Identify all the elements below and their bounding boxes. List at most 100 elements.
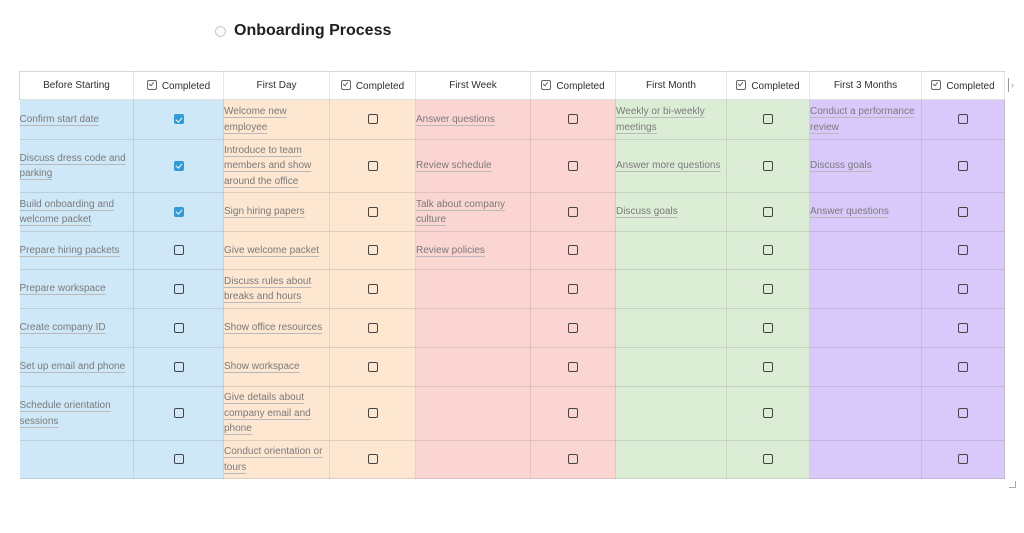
completed-checkbox[interactable]: [173, 206, 184, 217]
task-cell-first-week[interactable]: Answer questions: [415, 99, 531, 140]
completed-checkbox[interactable]: [367, 408, 378, 419]
completed-checkbox[interactable]: [173, 322, 184, 333]
task-cell-first-day[interactable]: Conduct orientation or tours: [223, 440, 330, 479]
task-cell-before-starting[interactable]: Prepare workspace: [19, 269, 134, 309]
completed-checkbox[interactable]: [173, 408, 184, 419]
completed-checkbox[interactable]: [763, 283, 773, 294]
completed-checkbox[interactable]: [958, 245, 968, 256]
completed-checkbox[interactable]: [763, 454, 773, 465]
task-cell-first-day[interactable]: Welcome new employee: [223, 99, 330, 140]
task-cell-first-week[interactable]: Talk about company culture: [415, 192, 531, 232]
completed-checkbox[interactable]: [958, 454, 968, 465]
resize-grip-icon[interactable]: [1009, 481, 1016, 488]
task-cell-first-month[interactable]: [615, 231, 727, 270]
completed-checkbox[interactable]: [367, 283, 378, 294]
completed-checkbox[interactable]: [763, 322, 773, 333]
completed-checkbox[interactable]: [367, 245, 378, 256]
col-header-first-week[interactable]: First Week: [415, 71, 531, 100]
completed-checkbox[interactable]: [173, 245, 184, 256]
completed-checkbox[interactable]: [568, 245, 578, 256]
task-cell-first-week[interactable]: [415, 308, 531, 348]
completed-checkbox[interactable]: [568, 283, 578, 294]
completed-checkbox[interactable]: [173, 160, 184, 171]
task-cell-first-month[interactable]: Weekly or bi-weekly meetings: [615, 99, 727, 140]
completed-checkbox[interactable]: [568, 206, 578, 217]
completed-checkbox[interactable]: [173, 361, 184, 372]
task-cell-first-month[interactable]: [615, 347, 727, 387]
completed-checkbox[interactable]: [958, 160, 968, 171]
task-cell-first-week[interactable]: [415, 440, 531, 479]
completed-checkbox[interactable]: [568, 160, 578, 171]
task-cell-first-week[interactable]: Review schedule: [415, 139, 531, 193]
task-cell-before-starting[interactable]: Create company ID: [19, 308, 134, 348]
task-cell-first-3-months[interactable]: [809, 386, 922, 441]
completed-checkbox[interactable]: [367, 206, 378, 217]
completed-checkbox[interactable]: [763, 160, 773, 171]
task-cell-first-week[interactable]: [415, 347, 531, 387]
completed-checkbox[interactable]: [568, 322, 578, 333]
completed-checkbox[interactable]: [763, 114, 773, 125]
task-cell-before-starting[interactable]: Prepare hiring packets: [19, 231, 134, 270]
completed-checkbox[interactable]: [367, 322, 378, 333]
completed-checkbox[interactable]: [958, 361, 968, 372]
task-cell-first-month[interactable]: [615, 440, 727, 479]
completed-checkbox[interactable]: [958, 408, 968, 419]
completed-checkbox[interactable]: [173, 114, 184, 125]
completed-checkbox[interactable]: [763, 408, 773, 419]
completed-checkbox[interactable]: [568, 114, 578, 125]
col-header-first-day[interactable]: First Day: [223, 71, 330, 100]
task-cell-first-3-months[interactable]: [809, 269, 922, 309]
task-cell-first-day[interactable]: Introduce to team members and show aroun…: [223, 139, 330, 193]
task-cell-before-starting[interactable]: Confirm start date: [19, 99, 134, 140]
task-cell-first-month[interactable]: [615, 308, 727, 348]
col-header-before-starting[interactable]: Before Starting: [19, 71, 134, 100]
completed-checkbox[interactable]: [763, 206, 773, 217]
task-cell-first-3-months[interactable]: [809, 440, 922, 479]
completed-checkbox[interactable]: [763, 245, 773, 256]
completed-checkbox[interactable]: [568, 454, 578, 465]
col-header-first-month[interactable]: First Month: [615, 71, 727, 100]
task-cell-first-day[interactable]: Give welcome packet: [223, 231, 330, 270]
col-header-completed[interactable]: Completed: [133, 71, 224, 100]
task-cell-first-day[interactable]: Sign hiring papers: [223, 192, 330, 232]
task-cell-first-month[interactable]: Answer more questions: [615, 139, 727, 193]
completed-checkbox[interactable]: [173, 454, 184, 465]
task-cell-first-3-months[interactable]: [809, 308, 922, 348]
task-cell-first-3-months[interactable]: [809, 347, 922, 387]
completed-checkbox[interactable]: [367, 114, 378, 125]
task-cell-first-day[interactable]: Show office resources: [223, 308, 330, 348]
task-cell-first-3-months[interactable]: [809, 231, 922, 270]
col-header-completed[interactable]: Completed: [530, 71, 616, 100]
task-cell-first-day[interactable]: Show workspace: [223, 347, 330, 387]
task-cell-before-starting[interactable]: Build onboarding and welcome packet: [19, 192, 134, 232]
task-cell-first-day[interactable]: Discuss rules about breaks and hours: [223, 269, 330, 309]
task-cell-first-week[interactable]: Review policies: [415, 231, 531, 270]
col-header-completed[interactable]: Completed: [921, 71, 1005, 100]
expand-handle-icon[interactable]: ›: [1008, 78, 1017, 92]
col-header-completed[interactable]: Completed: [329, 71, 416, 100]
task-cell-first-month[interactable]: [615, 386, 727, 441]
task-cell-first-week[interactable]: [415, 269, 531, 309]
completed-checkbox[interactable]: [367, 454, 378, 465]
task-cell-first-week[interactable]: [415, 386, 531, 441]
completed-checkbox[interactable]: [173, 283, 184, 294]
completed-checkbox[interactable]: [958, 206, 968, 217]
completed-checkbox[interactable]: [568, 361, 578, 372]
task-cell-first-month[interactable]: Discuss goals: [615, 192, 727, 232]
task-cell-first-3-months[interactable]: Discuss goals: [809, 139, 922, 193]
completed-checkbox[interactable]: [958, 322, 968, 333]
col-header-completed[interactable]: Completed: [726, 71, 810, 100]
task-cell-first-3-months[interactable]: Conduct a performance review: [809, 99, 922, 140]
task-cell-before-starting[interactable]: Schedule orientation sessions: [19, 386, 134, 441]
task-cell-before-starting[interactable]: Discuss dress code and parking: [19, 139, 134, 193]
completed-checkbox[interactable]: [367, 361, 378, 372]
task-cell-first-month[interactable]: [615, 269, 727, 309]
completed-checkbox[interactable]: [958, 283, 968, 294]
task-cell-first-day[interactable]: Give details about company email and pho…: [223, 386, 330, 441]
task-cell-before-starting[interactable]: [19, 440, 134, 479]
col-header-first-3-months[interactable]: First 3 Months: [809, 71, 922, 100]
completed-checkbox[interactable]: [367, 160, 378, 171]
task-cell-before-starting[interactable]: Set up email and phone: [19, 347, 134, 387]
task-cell-first-3-months[interactable]: Answer questions: [809, 192, 922, 232]
completed-checkbox[interactable]: [763, 361, 773, 372]
